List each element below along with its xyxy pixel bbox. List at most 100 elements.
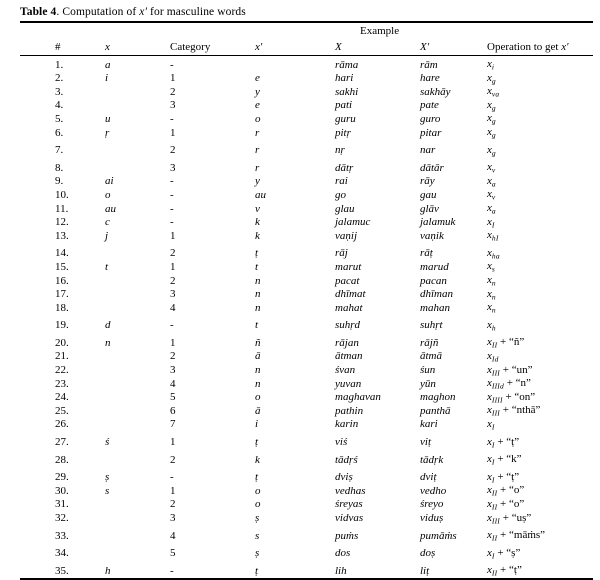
table-row: 6. ṛ 1 r pitṛ pitar xg: [20, 126, 593, 140]
cell-x-prime: o: [255, 498, 261, 511]
cell-example-X-prime: śun: [420, 364, 436, 377]
table-row: 24. 5 o maghavan maghon xIIII + “on”: [20, 391, 593, 405]
cell-number: 3.: [55, 85, 64, 98]
cell-x: ṛ: [105, 126, 110, 139]
bottom-rule: [20, 577, 593, 580]
cell-example-X-prime: rāṭ: [420, 247, 433, 260]
table-body: 1. a - rāma rām xi 2. i 1 e hari hare xg 3. 2 y sakhi sak…: [20, 58, 593, 578]
cell-example-X-prime: gau: [420, 188, 437, 201]
table-row: 19. d - t suhṛd suhṛt xh: [20, 315, 593, 333]
table-row: 21. 2 ā ātman ātmā xId: [20, 350, 593, 364]
cell-example-X: śreyas: [335, 498, 363, 511]
example-spanner-label: Example: [360, 25, 400, 37]
cell-number: 18.: [55, 301, 69, 314]
table-row: 9. ai - y rai rāy xa: [20, 175, 593, 189]
cell-example-X: marut: [335, 260, 362, 273]
cell-example-X-prime: pitar: [420, 126, 442, 139]
cell-category: 2: [170, 85, 176, 98]
table-row: 18. 4 n mahat mahan xn: [20, 301, 593, 315]
cell-operation: xIII + “nthā”: [487, 404, 541, 418]
cell-example-X: lih: [335, 564, 347, 577]
cell-example-X-prime: panthā: [420, 404, 451, 417]
cell-operation: xIII + “un”: [487, 363, 533, 378]
cell-x-prime: e: [255, 72, 260, 85]
header-spanner-row: Example: [20, 23, 593, 37]
cell-number: 14.: [55, 247, 69, 260]
col-header-number: #: [55, 41, 61, 53]
cell-operation: xa: [487, 202, 496, 216]
cell-operation: xa: [487, 174, 496, 189]
cell-number: 23.: [55, 377, 69, 390]
table-row: 15. t 1 t marut marud xs: [20, 260, 593, 274]
cell-x-prime: n: [255, 301, 261, 314]
cell-category: 5: [170, 547, 176, 560]
cell-number: 33.: [55, 529, 69, 542]
cell-example-X-prime: liṭ: [420, 564, 430, 577]
declension-table: Example # x Category x′ X X′ Operation t…: [20, 23, 593, 580]
cell-operation: xg: [487, 126, 496, 140]
cell-example-X-prime: mahan: [420, 301, 450, 314]
cell-x-prime: n: [255, 364, 261, 377]
cell-number: 9.: [55, 175, 64, 188]
cell-category: 2: [170, 274, 176, 287]
cell-example-X-prime: jalamuk: [420, 216, 456, 229]
cell-x-prime: v: [255, 202, 260, 215]
cell-category: 3: [170, 364, 176, 377]
cell-x-prime: t: [255, 319, 259, 332]
cell-x-prime: ā: [255, 404, 261, 417]
table-row: 22. 3 n śvan śun xIII + “un”: [20, 363, 593, 377]
cell-example-X-prime: dviṭ: [420, 471, 437, 484]
cell-number: 5.: [55, 112, 64, 125]
cell-category: 2: [170, 350, 176, 363]
cell-operation: xII + “ṭ”: [487, 564, 522, 578]
cell-number: 27.: [55, 436, 69, 449]
cell-example-X: dātṛ: [335, 161, 354, 174]
col-header-X: X: [335, 41, 342, 53]
col-header-category: Category: [170, 41, 211, 53]
cell-example-X-prime: pumāṁs: [420, 529, 457, 542]
cell-example-X: rājan: [335, 336, 359, 349]
cell-category: 1: [170, 484, 176, 497]
cell-example-X-prime: dhīman: [420, 288, 453, 301]
cell-example-X-prime: ātmā: [420, 350, 442, 363]
cell-example-X: rai: [335, 175, 348, 188]
cell-example-X-prime: tādṛk: [420, 453, 444, 466]
cell-category: 1: [170, 336, 176, 349]
cell-category: -: [170, 471, 174, 484]
cell-example-X-prime: rājñ: [420, 336, 439, 349]
cell-category: -: [170, 188, 174, 201]
cell-x-prime: n: [255, 274, 261, 287]
cell-x-prime: ṭ: [255, 436, 259, 449]
table-row: 26. 7 i karin kari xI: [20, 418, 593, 432]
cell-example-X-prime: sakhāy: [420, 85, 451, 98]
cell-number: 25.: [55, 404, 69, 417]
cell-example-X: pitṛ: [335, 126, 351, 139]
table-row: 25. 6 ā pathin panthā xIII + “nthā”: [20, 404, 593, 418]
cell-number: 2.: [55, 72, 64, 85]
cell-x-prime: ṭ: [255, 564, 259, 577]
cell-operation: xII + “ñ”: [487, 336, 525, 350]
table-title-label: Table 4: [20, 6, 57, 18]
cell-example-X-prime: pacan: [420, 274, 447, 287]
table-row: 28. 2 k tādṛś tādṛk xI + “k”: [20, 449, 593, 467]
cell-number: 16.: [55, 274, 69, 287]
cell-number: 22.: [55, 364, 69, 377]
cell-category: 4: [170, 529, 176, 542]
cell-operation: xs: [487, 260, 496, 274]
cell-example-X: pathin: [335, 404, 364, 417]
cell-number: 13.: [55, 229, 69, 242]
cell-x-prime: ṭ: [255, 471, 259, 484]
cell-category: 1: [170, 436, 176, 449]
cell-category: -: [170, 112, 174, 125]
table-row: 32. 3 ṣ vidvas viduṣ xIII + “uṣ”: [20, 511, 593, 525]
cell-example-X: hari: [335, 72, 354, 85]
cell-operation: xg: [487, 143, 496, 158]
table-row: 1. a - rāma rām xi: [20, 58, 593, 72]
cell-number: 26.: [55, 418, 69, 431]
cell-category: -: [170, 175, 174, 188]
cell-x: ṣ: [105, 471, 110, 484]
table-row: 30. s 1 o vedhas vedho xII + “o”: [20, 484, 593, 498]
cell-operation: xi: [487, 58, 495, 72]
cell-number: 4.: [55, 99, 64, 112]
cell-number: 19.: [55, 319, 69, 332]
